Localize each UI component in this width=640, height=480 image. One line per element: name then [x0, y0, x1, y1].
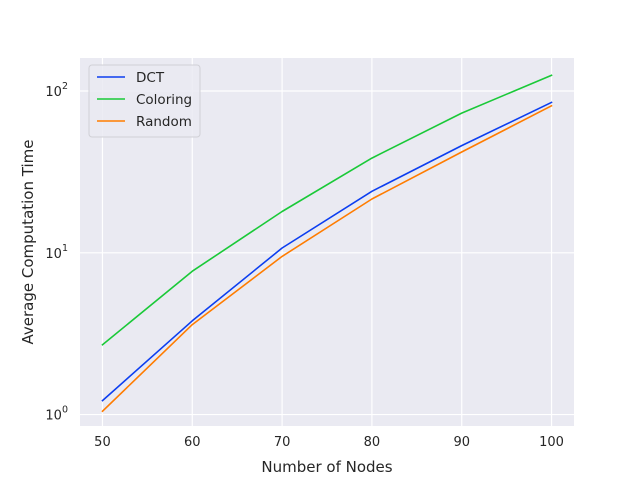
- x-tick-label: 70: [274, 435, 291, 450]
- y-tick-exponent: 2: [62, 81, 68, 92]
- y-tick-label: 102: [45, 81, 68, 100]
- x-tick-label: 60: [184, 435, 201, 450]
- x-tick-label: 80: [364, 435, 381, 450]
- x-tick-label: 50: [94, 435, 111, 450]
- legend-label: Coloring: [136, 92, 192, 108]
- x-axis: 50 60 70 80 90 100: [94, 435, 564, 450]
- legend-label: DCT: [136, 70, 165, 86]
- y-tick-base: 10: [45, 85, 62, 100]
- series-line-random: [101, 104, 553, 413]
- y-tick-base: 10: [45, 409, 62, 424]
- x-tick-label: 90: [453, 435, 470, 450]
- legend-label: Random: [136, 114, 192, 130]
- series-line-coloring: [101, 74, 553, 346]
- series-line-dct: [101, 101, 553, 402]
- y-tick-exponent: 1: [62, 243, 68, 254]
- legend: DCT Coloring Random: [88, 64, 201, 138]
- y-tick-label: 100: [45, 405, 68, 424]
- y-tick-exponent: 0: [62, 405, 68, 416]
- series-lines: [101, 74, 553, 413]
- legend-box: [88, 64, 201, 138]
- x-tick-label: 100: [539, 435, 564, 450]
- y-tick-label: 101: [45, 243, 68, 262]
- y-axis-label: Average Computation Time: [19, 140, 37, 345]
- y-tick-base: 10: [45, 247, 62, 262]
- x-axis-label: Number of Nodes: [261, 458, 392, 476]
